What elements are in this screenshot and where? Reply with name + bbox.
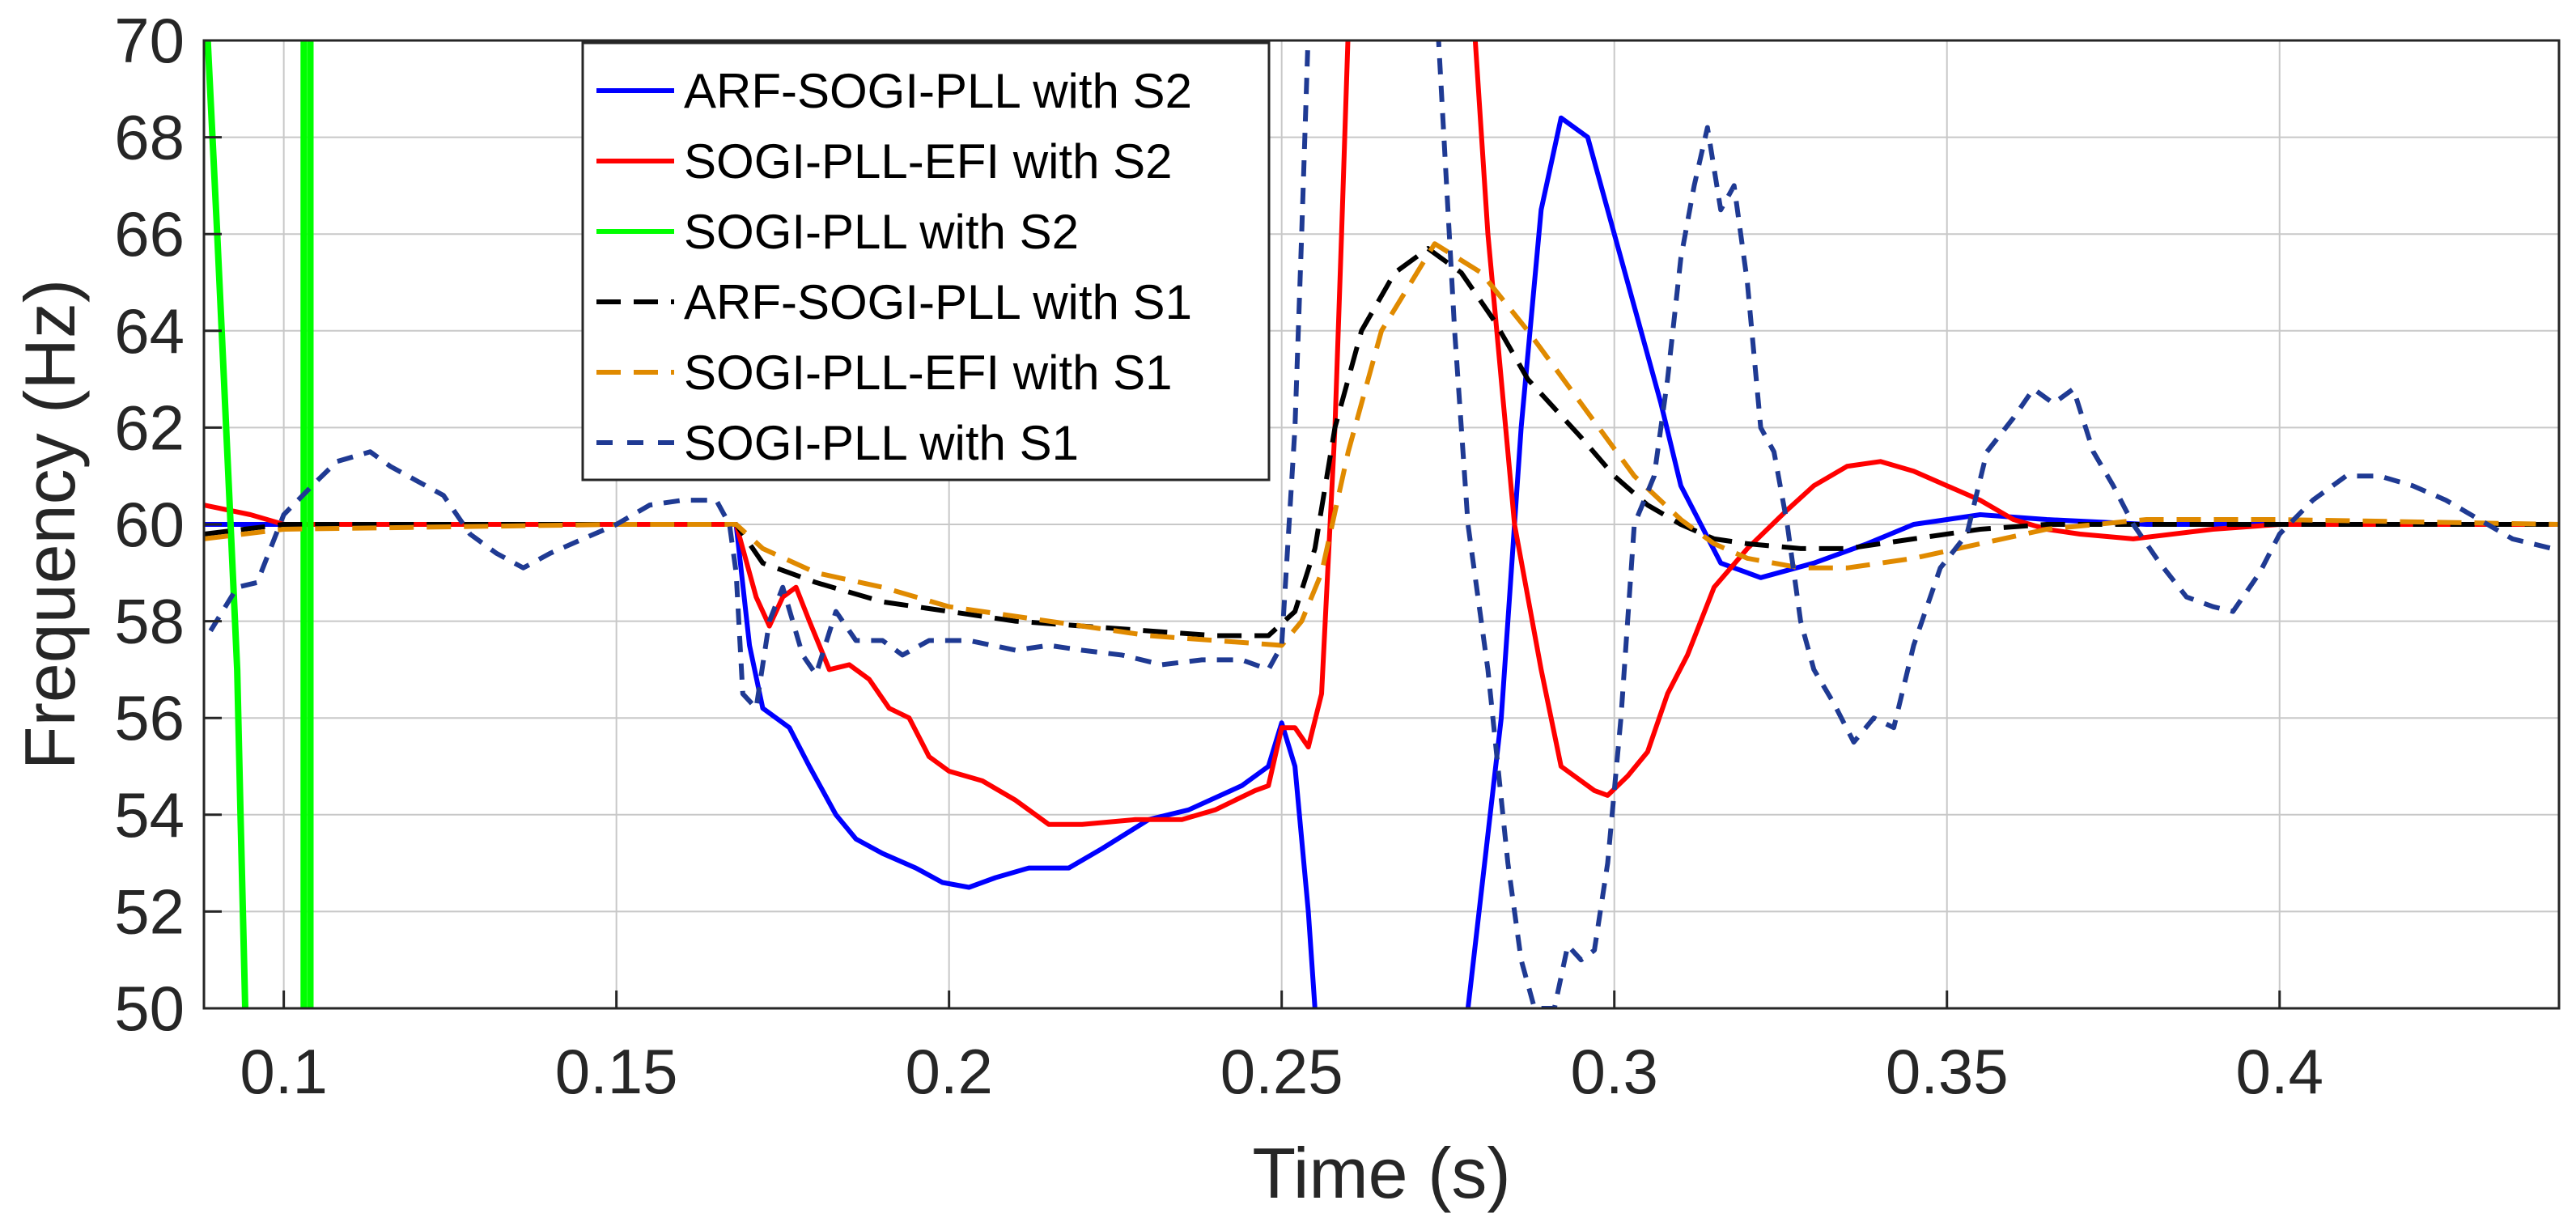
x-tick-label: 0.1 [240,1036,327,1107]
x-tick-label: 0.3 [1570,1036,1657,1107]
legend: ARF-SOGI-PLL with S2 SOGI-PLL-EFI with S2… [581,41,1271,481]
legend-label: SOGI-PLL-EFI with S2 [684,134,1173,189]
legend-box [581,41,1271,481]
x-tick-label: 0.15 [555,1036,678,1107]
x-tick-label: 0.35 [1886,1036,2009,1107]
y-tick-label: 52 [114,876,185,947]
y-tick-label: 60 [114,489,185,560]
y-tick-label: 56 [114,682,185,753]
series-line-8 [204,241,2559,648]
series-line-10 [1436,40,2553,1008]
y-tick-label: 66 [114,198,185,269]
x-axis-label: Time (s) [1252,1133,1510,1213]
y-tick-label: 58 [114,586,185,657]
y-tick-label: 62 [114,392,185,463]
y-tick-label: 64 [114,295,185,367]
series-line-3 [1472,40,2559,798]
x-tick-label: 0.2 [905,1036,992,1107]
series-layer [204,40,2559,1008]
y-tick-label: 54 [114,779,185,851]
legend-label: SOGI-PLL-EFI with S1 [684,346,1173,400]
legend-label: ARF-SOGI-PLL with S2 [684,64,1192,118]
series-line-9 [208,40,1311,711]
x-tick-label: 0.4 [2236,1036,2323,1107]
legend-label: SOGI-PLL with S1 [684,416,1079,470]
series-line-0 [204,522,1318,1008]
x-tick-label: 0.25 [1220,1036,1343,1107]
y-tick-label: 68 [114,102,185,173]
y-axis-ticks: 50 52 54 56 58 60 62 64 66 68 70 [114,5,222,1044]
x-axis-ticks: 0.1 0.15 0.2 0.25 0.3 0.35 0.4 [240,991,2323,1107]
legend-label: SOGI-PLL with S2 [684,205,1079,259]
y-axis-label: Frequency (Hz) [10,279,90,770]
y-tick-label: 50 [114,973,185,1044]
series-line-7 [204,246,2559,638]
legend-label: ARF-SOGI-PLL with S1 [684,275,1192,329]
series-line-2 [204,40,1351,827]
series-line-1 [1465,115,2559,1008]
y-tick-label: 70 [114,5,185,76]
